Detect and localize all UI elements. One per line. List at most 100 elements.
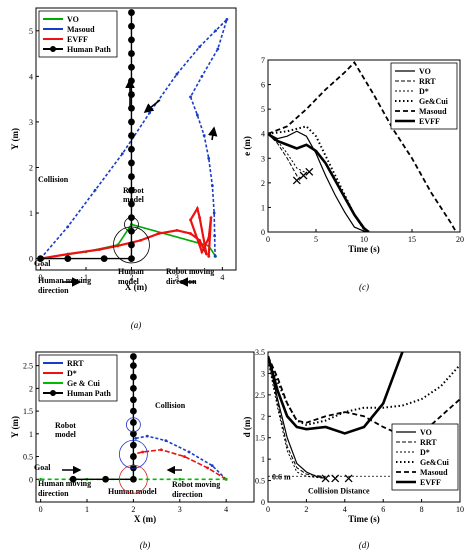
chart-panel-d: 0 2 4 6 8 10 0 0.5 1 1.5 2 2.5 3 3.5 Time (s) d (m) (d) V… <box>242 348 464 550</box>
legend-item: Ge & Cui <box>43 379 101 388</box>
data-point <box>130 396 137 404</box>
panel-caption: (c) <box>359 282 369 292</box>
x-tick-label: 3 <box>175 273 179 282</box>
data-point <box>200 74 204 78</box>
legend-label: Human Path <box>67 389 111 398</box>
legend-item: Masoud <box>396 468 448 477</box>
data-point <box>128 200 135 208</box>
annotation-text: Human model <box>108 487 157 496</box>
legend-item: D* <box>396 448 430 457</box>
annotation-text: 0.6 m <box>272 472 291 481</box>
data-point <box>130 453 137 460</box>
collision-marker <box>292 176 301 185</box>
direction-arrow <box>207 126 218 141</box>
x-tick-label: 3 <box>178 505 182 514</box>
data-point <box>210 464 214 468</box>
y-tick-label: 1.5 <box>255 434 265 443</box>
y-tick-label: 0.5 <box>23 453 33 462</box>
x-axis-label: Time (s) <box>348 244 380 254</box>
annotation-text: Collision Distance <box>308 486 370 495</box>
y-tick-label: 5 <box>261 105 265 114</box>
y-tick-label: 1.5 <box>23 407 33 416</box>
x-tick-label: 10 <box>360 235 368 244</box>
data-point <box>130 353 137 360</box>
y-tick-label: 1 <box>29 430 33 439</box>
y-tick-label: 2.5 <box>23 362 33 371</box>
data-point <box>198 238 202 242</box>
data-point <box>130 362 137 370</box>
data-point <box>128 36 135 44</box>
series-line-rrt <box>135 435 227 480</box>
x-tick-label: 2 <box>304 505 308 514</box>
annotation-text: direction <box>172 490 203 499</box>
legend-item: Human Path <box>43 389 111 398</box>
x-tick-label: 0 <box>266 235 270 244</box>
data-point <box>128 241 135 249</box>
legend-label: RRT <box>67 359 84 368</box>
x-tick-label: 20 <box>456 235 464 244</box>
data-point <box>128 118 135 126</box>
data-point <box>195 207 199 210</box>
legend-label: RRT <box>420 438 437 447</box>
data-point <box>116 244 120 248</box>
legend-label: D* <box>67 369 77 378</box>
legend-item: RRT <box>396 438 437 447</box>
y-tick-label: 6 <box>261 81 265 90</box>
data-point <box>130 475 137 483</box>
x-tick-label: 8 <box>420 505 424 514</box>
annotation-text: Collision <box>155 401 186 410</box>
data-point <box>164 439 168 443</box>
x-tick-label: 2 <box>129 273 133 282</box>
y-tick-label: 3.5 <box>255 348 265 357</box>
data-point <box>206 466 210 470</box>
legend-item: EVFF <box>396 478 441 487</box>
y-tick-label: 2 <box>261 412 265 421</box>
data-point <box>37 255 44 263</box>
data-point <box>189 218 192 222</box>
y-tick-label: 0 <box>261 498 265 507</box>
legend-label: Ge&Cui <box>419 97 449 106</box>
data-point <box>128 9 135 16</box>
y-tick-label: 7 <box>261 56 265 65</box>
data-point <box>209 216 213 220</box>
y-tick-label: 0.5 <box>255 477 265 486</box>
legend-label: Human Path <box>67 45 111 54</box>
y-tick-label: 0 <box>29 475 33 484</box>
annotation-text: Robot <box>55 421 76 430</box>
legend-item: VO <box>395 67 431 76</box>
y-tick-label: 2 <box>261 179 265 188</box>
plot-area <box>39 353 228 483</box>
annotation-text: Collision <box>38 175 69 184</box>
data-point <box>189 232 192 235</box>
series-line-evff <box>268 132 370 232</box>
x-axis-label: Time (s) <box>348 514 380 524</box>
x-tick-label: 4 <box>220 273 224 282</box>
x-tick-label: 1 <box>84 273 88 282</box>
data-point <box>128 104 135 112</box>
x-tick-label: 5 <box>314 235 318 244</box>
y-tick-label: 2 <box>29 163 33 172</box>
data-point <box>128 145 135 153</box>
annotation-text: model <box>123 195 145 204</box>
data-point <box>128 77 135 85</box>
data-point <box>39 477 43 481</box>
data-point <box>141 450 145 454</box>
legend-label: Masoud <box>420 468 448 477</box>
collision-marker <box>321 474 330 483</box>
legend-item: RRT <box>395 77 436 86</box>
x-tick-label: 0 <box>266 505 270 514</box>
data-point <box>128 132 135 139</box>
direction-arrow <box>143 99 161 113</box>
y-tick-label: 0 <box>29 255 33 264</box>
data-point <box>157 232 161 235</box>
y-tick-label: 2.5 <box>255 391 265 400</box>
collision-marker <box>344 474 353 483</box>
data-point <box>139 238 142 242</box>
collision-marker <box>305 167 314 176</box>
legend-item: Masoud <box>43 25 95 34</box>
y-tick-label: 1 <box>261 455 265 464</box>
x-axis-label: X (m) <box>134 514 156 524</box>
data-point <box>66 252 70 256</box>
